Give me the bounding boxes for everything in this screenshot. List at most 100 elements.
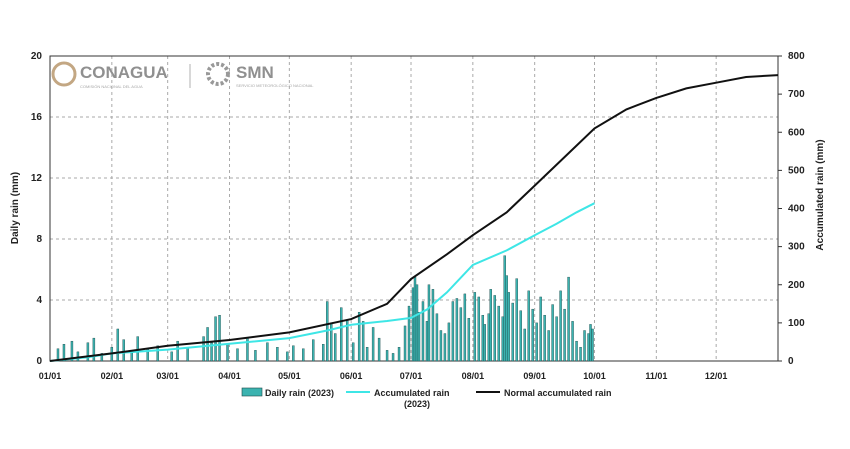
bar (334, 333, 337, 362)
bar (302, 348, 305, 362)
bar (276, 347, 279, 362)
bar (76, 351, 80, 362)
bar (286, 351, 289, 362)
legend-swatch (241, 387, 263, 397)
bar (523, 328, 526, 362)
bar (531, 308, 534, 362)
bar (357, 312, 361, 362)
bar (92, 337, 96, 362)
x-tick-label: 10/01 (583, 371, 606, 381)
logo-text: SMN (236, 63, 274, 82)
bar (425, 321, 429, 362)
bar (591, 328, 594, 362)
x-tick-label: 05/01 (278, 371, 301, 381)
y2-tick-label: 800 (788, 51, 805, 62)
y-axis-label: Daily rain (mm) (10, 172, 21, 244)
bar (122, 339, 125, 362)
bar (397, 347, 401, 362)
bar (403, 325, 407, 362)
y2-tick-label: 700 (788, 89, 805, 100)
bar (439, 330, 443, 362)
bar (487, 313, 490, 362)
bar (116, 328, 120, 362)
bar (535, 322, 538, 362)
bar (186, 347, 189, 362)
legend-label: Accumulated rain (2023) (374, 388, 450, 409)
bar (340, 307, 343, 362)
bar (489, 289, 492, 362)
x-tick-label: 06/01 (340, 371, 363, 381)
bar (507, 292, 510, 362)
y2-tick-label: 400 (788, 204, 805, 215)
bar (206, 327, 209, 362)
bar (413, 276, 417, 362)
bar (322, 344, 325, 362)
bar (481, 315, 485, 362)
y2-tick-label: 0 (788, 356, 794, 367)
bar (555, 316, 558, 362)
bar (361, 321, 365, 362)
bar (86, 342, 90, 362)
x-tick-label: 01/01 (39, 371, 62, 381)
x-tick-label: 09/01 (523, 371, 546, 381)
y-tick-label: 0 (36, 356, 42, 367)
x-tick-label: 04/01 (218, 371, 241, 381)
bar (559, 290, 562, 362)
bar (292, 345, 295, 362)
bar (391, 353, 395, 362)
bar (415, 284, 419, 362)
bar (70, 340, 74, 362)
bar (351, 342, 355, 362)
bar (210, 342, 213, 362)
bar (365, 347, 369, 362)
y2-tick-label: 500 (788, 165, 805, 176)
bar (547, 330, 550, 362)
bar (407, 305, 411, 362)
line (49, 74, 779, 362)
legend-label-line: Accumulated rain (374, 388, 450, 398)
y2-tick-label: 200 (788, 280, 805, 291)
y-tick-label: 4 (36, 295, 42, 306)
bar (493, 295, 496, 362)
bar (435, 313, 439, 362)
y-tick-label: 20 (31, 51, 43, 62)
bar (519, 310, 522, 362)
bar (467, 318, 471, 362)
y2-tick-label: 600 (788, 127, 805, 138)
bar (571, 321, 574, 362)
bar (551, 304, 554, 362)
bar (411, 287, 415, 362)
bar (385, 350, 389, 362)
bar (567, 276, 570, 362)
y2-tick-label: 100 (788, 318, 805, 329)
y-tick-label: 16 (31, 112, 43, 123)
legend-label-line: (2023) (404, 399, 430, 409)
bar (589, 324, 592, 362)
bar (473, 292, 477, 362)
legend-label: Normal accumulated rain (504, 388, 612, 398)
x-tick-label: 11/01 (645, 371, 667, 381)
y2-tick-label: 300 (788, 242, 805, 253)
bar (176, 340, 179, 362)
bar (527, 290, 530, 362)
bar (417, 312, 421, 362)
bar (214, 316, 217, 362)
bar (501, 316, 504, 362)
bar (202, 336, 205, 362)
bar (431, 289, 435, 362)
bar (511, 302, 514, 362)
bar (515, 278, 518, 362)
bar (156, 345, 159, 362)
x-tick-label: 12/01 (705, 371, 728, 381)
x-tick-label: 03/01 (156, 371, 179, 381)
logo-icon (206, 62, 230, 86)
bar (447, 322, 451, 362)
bar (497, 305, 500, 362)
bar (254, 350, 257, 362)
bar (539, 296, 542, 362)
bar (236, 348, 239, 362)
bar (371, 327, 375, 362)
bar (62, 344, 66, 362)
y2-axis-label: Accumulated rain (mm) (815, 139, 826, 250)
